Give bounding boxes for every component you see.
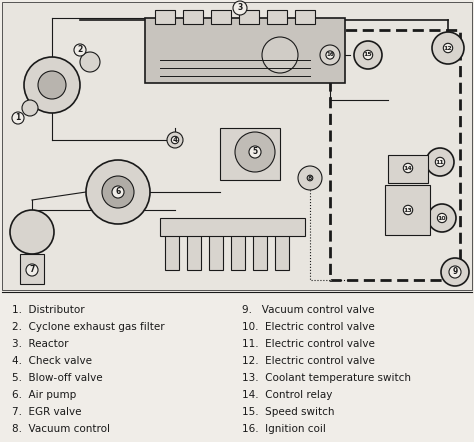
Text: 13: 13: [404, 207, 412, 213]
Text: 16.  Ignition coil: 16. Ignition coil: [242, 424, 326, 434]
Bar: [253, 225, 267, 270]
Text: 11: 11: [436, 160, 444, 164]
Text: 14: 14: [404, 165, 412, 171]
Circle shape: [233, 1, 247, 15]
Bar: [183, 10, 203, 24]
Text: 4: 4: [173, 137, 177, 143]
Circle shape: [428, 204, 456, 232]
Bar: [2, 2, 472, 290]
Text: 4.  Check valve: 4. Check valve: [12, 356, 92, 366]
Bar: [239, 10, 259, 24]
Circle shape: [24, 57, 80, 113]
Text: 11.  Electric control valve: 11. Electric control valve: [242, 339, 375, 349]
Circle shape: [22, 100, 38, 116]
Text: 3.  Reactor: 3. Reactor: [12, 339, 69, 349]
Bar: [267, 10, 287, 24]
Text: 6.  Air pump: 6. Air pump: [12, 390, 76, 400]
Circle shape: [102, 176, 134, 208]
Bar: [20, 254, 44, 284]
Text: 3: 3: [237, 4, 243, 12]
Text: 2.  Cyclone exhaust gas filter: 2. Cyclone exhaust gas filter: [12, 322, 164, 332]
Text: 9.   Vacuum control valve: 9. Vacuum control valve: [242, 305, 374, 315]
Text: 7: 7: [29, 266, 35, 274]
Bar: [160, 218, 305, 236]
Text: 8: 8: [308, 175, 312, 180]
Bar: [165, 225, 179, 270]
Text: 7.  EGR valve: 7. EGR valve: [12, 407, 82, 417]
Circle shape: [262, 37, 298, 73]
Text: 5: 5: [253, 148, 257, 156]
Circle shape: [80, 52, 100, 72]
Bar: [187, 225, 201, 270]
Text: 14.  Control relay: 14. Control relay: [242, 390, 332, 400]
Circle shape: [354, 41, 382, 69]
Text: 1: 1: [15, 114, 21, 122]
Bar: [209, 225, 223, 270]
Bar: [388, 155, 428, 183]
Bar: [155, 10, 175, 24]
Circle shape: [235, 132, 275, 172]
Text: 16: 16: [326, 53, 334, 57]
Circle shape: [298, 166, 322, 190]
Text: 1.  Distributor: 1. Distributor: [12, 305, 85, 315]
Text: 15.  Speed switch: 15. Speed switch: [242, 407, 335, 417]
Text: 12: 12: [444, 46, 452, 50]
Circle shape: [86, 160, 150, 224]
Circle shape: [320, 45, 340, 65]
Text: 10.  Electric control valve: 10. Electric control valve: [242, 322, 375, 332]
Bar: [211, 10, 231, 24]
Bar: [295, 10, 315, 24]
Circle shape: [38, 71, 66, 99]
Circle shape: [167, 132, 183, 148]
Text: 9: 9: [452, 267, 457, 277]
Circle shape: [426, 148, 454, 176]
Text: 12.  Electric control valve: 12. Electric control valve: [242, 356, 375, 366]
Bar: [220, 128, 280, 180]
Bar: [275, 225, 289, 270]
Circle shape: [10, 210, 54, 254]
Text: 2: 2: [77, 46, 82, 54]
Text: 8.  Vacuum control: 8. Vacuum control: [12, 424, 110, 434]
Circle shape: [441, 258, 469, 286]
Circle shape: [432, 32, 464, 64]
Bar: [385, 185, 430, 235]
Bar: [231, 225, 245, 270]
Text: 10: 10: [438, 216, 447, 221]
Text: 13.  Coolant temperature switch: 13. Coolant temperature switch: [242, 373, 411, 383]
Bar: [145, 18, 345, 83]
Text: 5.  Blow-off valve: 5. Blow-off valve: [12, 373, 103, 383]
Text: 6: 6: [115, 187, 120, 197]
Text: 15: 15: [364, 53, 373, 57]
